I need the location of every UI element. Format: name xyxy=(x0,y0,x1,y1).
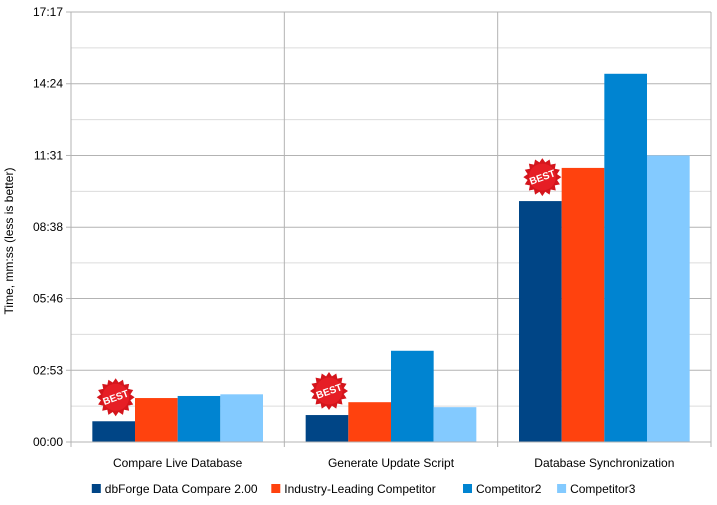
legend-item: dbForge Data Compare 2.00 xyxy=(91,482,258,496)
legend-label: Competitor3 xyxy=(570,482,636,496)
legend-label: Industry-Leading Competitor xyxy=(284,482,435,496)
legend-label: dbForge Data Compare 2.00 xyxy=(105,482,258,496)
bar xyxy=(92,421,135,442)
y-tick-label: 17:17 xyxy=(33,5,63,19)
y-axis-label: Time, mm:ss (less is better) xyxy=(2,168,16,315)
bar xyxy=(348,402,391,442)
y-tick-label: 02:53 xyxy=(33,363,63,377)
y-tick-label: 11:31 xyxy=(34,148,63,162)
bar xyxy=(391,350,434,442)
bar xyxy=(135,398,178,442)
legend-item: Competitor3 xyxy=(557,482,636,496)
best-badges: BEST BEST BEST xyxy=(96,158,562,417)
y-tick-label: 00:00 xyxy=(33,435,63,449)
legend-swatch xyxy=(557,484,567,493)
legend-label: Competitor2 xyxy=(476,482,542,496)
best-badge-core xyxy=(315,377,343,405)
bar xyxy=(519,201,562,442)
bars xyxy=(92,73,690,442)
axes: 00:00 02:53 05:46 08:38 11:31 14:24 17:17 Compa… xyxy=(33,5,711,470)
legend-item: Industry-Leading Competitor xyxy=(271,482,436,496)
legend-swatch xyxy=(91,484,101,493)
bar xyxy=(177,395,221,442)
legend-swatch xyxy=(271,484,281,493)
x-tick-label: Database Synchronization xyxy=(534,456,674,470)
best-badge-core xyxy=(102,383,130,411)
bar xyxy=(604,73,647,442)
legend: dbForge Data Compare 2.00 Industry-Leadin… xyxy=(91,482,636,496)
best-badge: BEST xyxy=(96,378,135,417)
y-tick-label: 08:38 xyxy=(33,220,63,234)
best-badge: BEST xyxy=(310,372,348,411)
legend-swatch xyxy=(463,484,472,493)
bar xyxy=(433,407,477,442)
legend-item: Competitor2 xyxy=(463,482,542,496)
bar xyxy=(561,167,605,442)
y-tick-label: 14:24 xyxy=(33,77,63,91)
best-badge: BEST xyxy=(523,158,562,197)
bar xyxy=(305,415,349,442)
best-badge-core xyxy=(528,163,556,191)
x-tick-label: Generate Update Script xyxy=(328,456,455,470)
x-tick-label: Compare Live Database xyxy=(113,456,243,470)
bar xyxy=(220,394,263,442)
bar xyxy=(647,155,690,442)
y-tick-label: 05:46 xyxy=(33,292,63,306)
